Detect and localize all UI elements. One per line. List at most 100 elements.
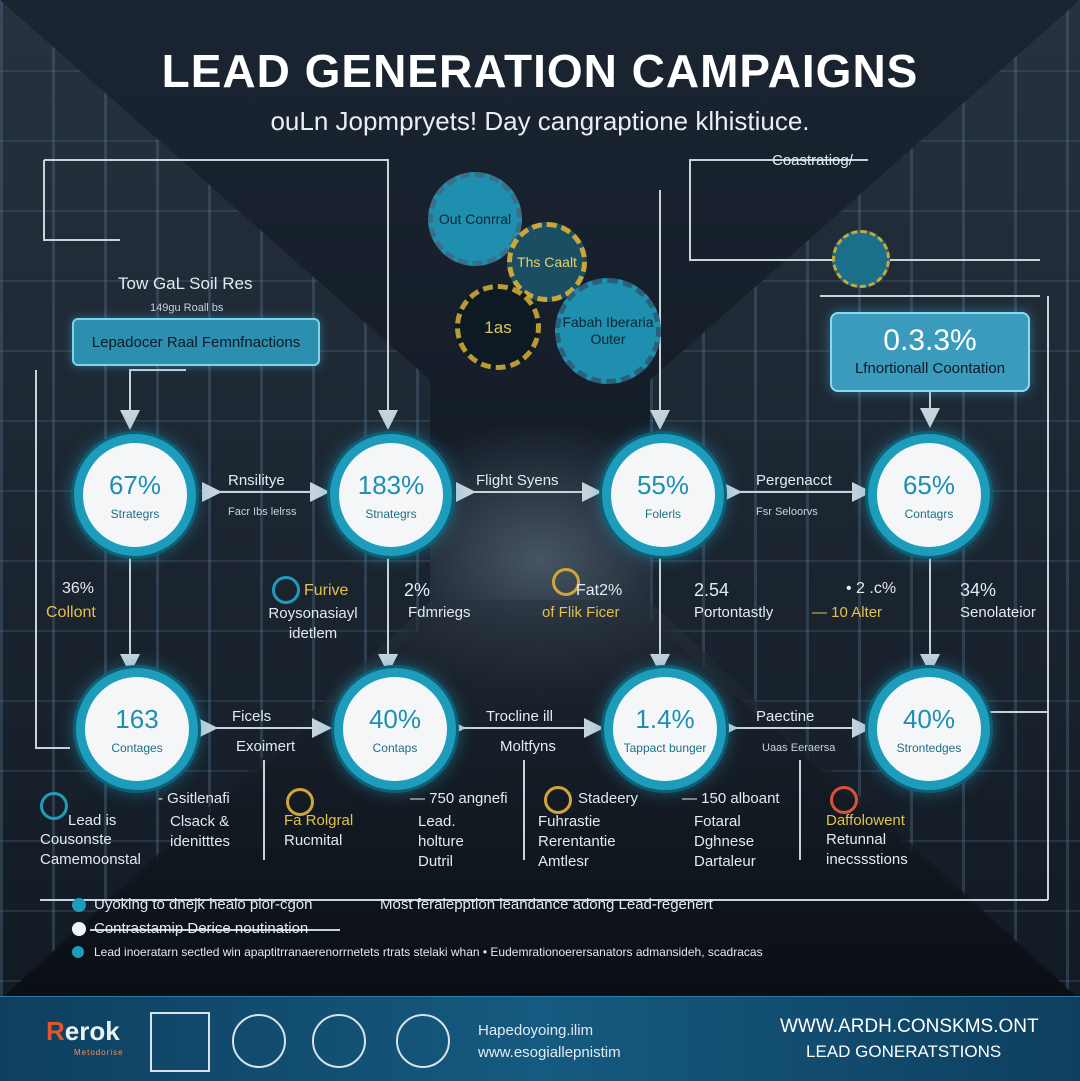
metric-label: Folerls — [644, 506, 681, 521]
metric-value: 40% — [902, 703, 956, 734]
metric-value: 40% — [368, 703, 422, 734]
note-1: Uyoking to dnejk healo pior-cgon — [94, 896, 313, 913]
link-sublabel: Fsr Seloorvs — [756, 506, 818, 518]
bottom-label-a: — 750 angnefi — [410, 790, 508, 807]
page-title: LEAD GENERATION CAMPAIGNS — [161, 45, 919, 97]
box-icon — [312, 1014, 366, 1068]
logo-letter: R — [46, 1016, 65, 1046]
mid-value: • 2 .c% — [846, 580, 897, 597]
gear-fabah-outer: Fabah Iberaria Outer — [555, 278, 661, 384]
bottom-label-b: Cousonste Camemoonstal — [40, 831, 141, 868]
footer-bar — [0, 996, 1080, 1081]
warning-icon — [150, 1012, 210, 1072]
gear-out-control: Out Conrral — [428, 172, 522, 266]
metric-label: Contagrs — [904, 506, 954, 521]
hand-icon — [396, 1014, 450, 1068]
metric-value: 67% — [108, 469, 162, 500]
globe-icon — [232, 1014, 286, 1068]
top-right-label: Coastratiog/ — [772, 152, 853, 169]
metric-circle-r2-3[interactable]: 1.4% Tappact bunger — [604, 668, 726, 790]
metric-label: Contaps — [372, 740, 418, 755]
mid-value: 34% — [960, 580, 997, 600]
target-icon — [272, 576, 300, 604]
mid-value: 2% — [404, 580, 431, 600]
note-bullet — [72, 922, 86, 936]
bottom-label-a: — 150 alboant — [682, 790, 780, 807]
mid-label: Senolateior — [960, 604, 1036, 621]
left-panel-subheading: 149gu Roall bs — [150, 302, 224, 314]
gear-1as: 1as — [455, 284, 541, 370]
metric-circle-r1-4[interactable]: 65% Contagrs — [868, 434, 990, 556]
bottom-label-b: Rucmital — [284, 832, 343, 849]
bottom-label-a: - Gsitlenafi — [158, 790, 230, 807]
link-sublabel: Uaas Eeraersa — [762, 742, 836, 754]
footer-contact-1[interactable]: Hapedoyoing.ilim — [478, 1022, 594, 1039]
logo-text: erok — [64, 1016, 120, 1046]
mid-label: of Flik Ficer — [542, 604, 620, 621]
refresh-icon — [830, 786, 858, 814]
left-panel-heading: Tow GaL Soil Res — [118, 274, 253, 293]
link-sublabel: Facr Ibs lelrss — [228, 506, 297, 518]
mid-label: Fdmriegs — [408, 604, 471, 621]
stat-value: 0.3.3% — [883, 324, 977, 357]
link-label: Flight Syens — [476, 472, 559, 489]
mid-value: Furive — [304, 582, 349, 599]
bottom-label-b: Fuhrastie Rerentantie Amtlesr — [538, 813, 616, 870]
bottom-label-a: Lead is — [68, 812, 117, 829]
link-label: Trocline ill — [486, 708, 553, 725]
metric-label: Tappact bunger — [623, 740, 707, 755]
metric-circle-r2-4[interactable]: 40% Strontedges — [868, 668, 990, 790]
mid-label: Collont — [46, 604, 96, 621]
bottom-label-b: Fotaral Dghnese Dartaleur — [694, 813, 756, 870]
bottom-label-b: Retunnal inecssstions — [826, 831, 908, 868]
stat-label: Lfnortionall Coontation — [854, 360, 1006, 377]
bottom-label-b: Lead. holture Dutril — [418, 813, 464, 870]
metric-circle-r1-1[interactable]: 67% Strategrs — [74, 434, 196, 556]
mid-value: 2.54 — [694, 580, 730, 600]
link-label: Ficels — [232, 708, 272, 725]
note-3: Lead inoeratarn sectled win apaptitrrana… — [94, 945, 763, 959]
bottom-label-b: Clsack & idenitttes — [170, 813, 231, 850]
target-icon — [40, 792, 68, 820]
metric-circle-r2-2[interactable]: 40% Contaps — [334, 668, 456, 790]
note-bullet — [72, 946, 84, 958]
footer-logo[interactable]: Rerok — [46, 1016, 120, 1047]
mid-value: Fat2% — [576, 582, 623, 599]
note-right: Most feralepption leandance adong Lead-r… — [380, 896, 713, 913]
logo-subtitle: Metodorise — [74, 1048, 124, 1057]
mid-label: Portontastly — [694, 604, 774, 621]
mid-label: Roysonasiayl idetlem — [268, 605, 358, 642]
metric-circle-r1-2[interactable]: 183% Stnategrs — [330, 434, 452, 556]
chart-gear-icon — [832, 230, 890, 288]
metric-label: Strontedges — [896, 740, 962, 755]
mid-value: 36% — [62, 580, 95, 597]
link-sublabel: Exoimert — [236, 738, 296, 755]
page-subtitle: ouLn Jopmpryets! Day cangraptione klhist… — [270, 106, 810, 136]
link-sublabel: Moltfyns — [500, 738, 556, 755]
bottom-label-a: Daffolowent — [826, 812, 905, 829]
mid-label: — 10 Alter — [812, 604, 883, 621]
metric-label: Contages — [111, 740, 163, 755]
bottom-label-a: Fa Rolgral — [284, 812, 354, 829]
metric-value: 183% — [357, 469, 425, 500]
conversion-stat-box: 0.3.3% Lfnortionall Coontation — [830, 312, 1030, 392]
chart-icon — [552, 568, 580, 596]
metric-circle-r1-3[interactable]: 55% Folerls — [602, 434, 724, 556]
metric-label: Strategrs — [110, 506, 160, 521]
link-label: Rnsilitye — [228, 472, 285, 489]
left-panel-pill[interactable]: Lepadocer Raal Femnfnactions — [72, 318, 320, 366]
gear-ths-caalt: Ths Caalt — [507, 222, 587, 302]
metric-circle-r2-1[interactable]: 163 Contages — [76, 668, 198, 790]
bottom-label-a: Stadeery — [578, 790, 639, 807]
link-label: Paectine — [756, 708, 815, 725]
metric-value: 1.4% — [635, 703, 695, 734]
footer-tagline: LEAD GONERATSTIONS — [806, 1042, 1002, 1061]
link-label: Pergenacct — [756, 472, 832, 489]
note-bullet — [72, 898, 86, 912]
metric-value: 163 — [115, 703, 159, 734]
note-2: Contrastamip Derice noutination — [94, 920, 309, 937]
footer-url[interactable]: WWW.ARDH.CONSKMS.ONT — [780, 1016, 1039, 1037]
footer-contact-2[interactable]: www.esogiallepnistim — [478, 1044, 621, 1061]
metric-value: 55% — [636, 469, 690, 500]
